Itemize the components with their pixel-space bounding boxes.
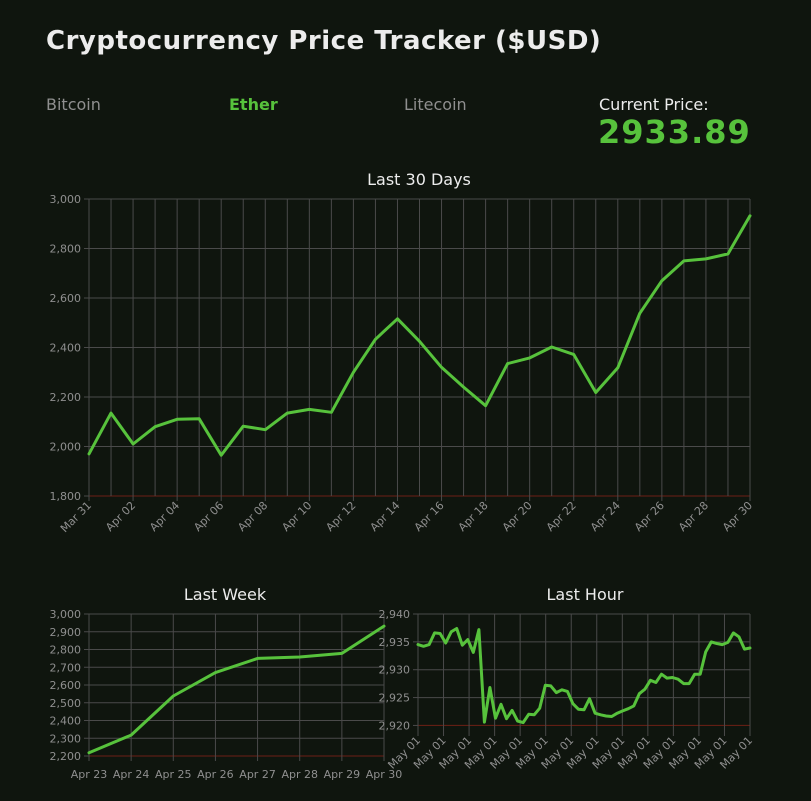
tab-ether[interactable]: Ether — [229, 95, 278, 114]
chart-title: Last Week — [184, 585, 267, 604]
chart-y-tick-label: 2,925 — [379, 692, 411, 705]
chart-y-tick-label: 2,800 — [50, 243, 82, 256]
chart-x-tick-label: Apr 28 — [676, 499, 711, 534]
chart-y-tick-label: 2,400 — [50, 715, 82, 728]
chart-y-tick-label: 2,000 — [50, 441, 82, 454]
chart-y-tick-label: 2,940 — [379, 608, 411, 621]
chart-x-tick-label: Mar 31 — [58, 499, 94, 535]
chart-x-tick-label: Apr 25 — [155, 768, 192, 781]
chart-x-tick-label: Apr 29 — [324, 768, 361, 781]
chart-x-tick-label: Apr 30 — [720, 499, 755, 534]
page-title: Cryptocurrency Price Tracker ($USD) — [46, 26, 602, 56]
chart-last-30-days: Last 30 Days 1,800 2,000 2,200 2,400 2,600 2,8… — [50, 170, 756, 535]
chart-y-tick-label: 3,000 — [50, 193, 82, 206]
chart-x-tick-label: Apr 26 — [197, 768, 234, 781]
chart-y-tick-label: 2,930 — [379, 664, 411, 677]
current-price-value: 2933.89 — [598, 113, 751, 151]
chart-x-tick-label: Apr 04 — [147, 499, 182, 534]
chart-y-tick-label: 2,600 — [50, 679, 82, 692]
chart-x-tick-label: Apr 27 — [239, 768, 276, 781]
chart-x-tick-label: Apr 18 — [456, 499, 491, 534]
chart-x-tick-label: Apr 24 — [113, 768, 150, 781]
chart-series-line — [416, 627, 752, 725]
chart-y-tick-label: 3,000 — [50, 608, 82, 621]
chart-x-tick-label: Apr 10 — [279, 499, 314, 534]
chart-title: Last 30 Days — [367, 170, 471, 189]
chart-last-week: Last Week 2,200 2,300 2,400 2,500 2,600 2,700 2… — [50, 585, 403, 781]
chart-x-tick-label: Apr 20 — [500, 499, 535, 534]
chart-x-tick-label: Apr 08 — [235, 499, 270, 534]
chart-x-tick-label: Apr 28 — [281, 768, 318, 781]
tab-bitcoin[interactable]: Bitcoin — [46, 95, 101, 114]
tab-litecoin[interactable]: Litecoin — [404, 95, 467, 114]
chart-x-tick-label: Apr 26 — [632, 499, 667, 534]
chart-x-tick-label: Apr 14 — [368, 499, 403, 534]
chart-y-tick-label: 2,600 — [50, 292, 82, 305]
chart-y-tick-label: 2,700 — [50, 661, 82, 674]
chart-y-tick-label: 2,200 — [50, 750, 82, 763]
chart-y-tick-label: 1,800 — [50, 490, 82, 503]
chart-x-tick-label: Apr 06 — [191, 499, 226, 534]
chart-title: Last Hour — [547, 585, 624, 604]
chart-y-tick-label: 2,920 — [379, 719, 411, 732]
current-price-label: Current Price: — [599, 95, 709, 114]
chart-y-tick-label: 2,400 — [50, 342, 82, 355]
chart-x-tick-label: Apr 23 — [71, 768, 108, 781]
chart-series-line — [87, 624, 386, 755]
chart-y-tick-label: 2,935 — [379, 636, 411, 649]
chart-x-tick-label: Apr 24 — [588, 499, 623, 534]
chart-x-tick-label: Apr 16 — [412, 499, 447, 534]
chart-x-tick-label: Apr 12 — [323, 499, 358, 534]
chart-y-tick-label: 2,800 — [50, 644, 82, 657]
chart-y-tick-label: 2,300 — [50, 732, 82, 745]
chart-x-tick-label: Apr 22 — [544, 499, 579, 534]
chart-y-tick-label: 2,900 — [50, 626, 82, 639]
chart-x-tick-label: Apr 02 — [103, 499, 138, 534]
chart-x-tick-label: Apr 30 — [366, 768, 403, 781]
chart-y-tick-label: 2,500 — [50, 697, 82, 710]
chart-y-tick-label: 2,200 — [50, 391, 82, 404]
